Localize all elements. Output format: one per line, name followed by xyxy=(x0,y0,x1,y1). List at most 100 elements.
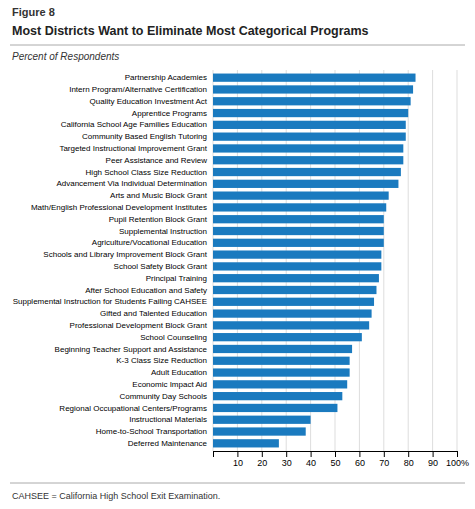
tick: 100% xyxy=(446,451,469,468)
bar xyxy=(213,298,374,306)
tick-mark xyxy=(384,451,385,457)
tick: Peer Assistance and Review xyxy=(106,156,213,165)
tick-mark xyxy=(213,451,214,457)
tick: High School Class Size Reduction xyxy=(86,168,213,177)
tick: Regional Occupational Centers/Programs xyxy=(59,404,213,413)
tick: Supplemental Instruction for Students Fa… xyxy=(13,297,213,306)
tick-label: 100% xyxy=(446,458,469,468)
separator xyxy=(10,483,465,484)
category-label: Partnership Academies xyxy=(125,73,207,82)
category-label: Professional Development Block Grant xyxy=(70,321,208,330)
tick: 10 xyxy=(233,451,243,468)
tick: Math/English Professional Development In… xyxy=(31,203,213,212)
grid-line xyxy=(457,70,458,451)
bar xyxy=(213,404,337,412)
tick-label: 20 xyxy=(257,458,267,468)
grid-line xyxy=(432,70,433,451)
category-label: Quality Education Investment Act xyxy=(90,97,208,106)
tick-mark xyxy=(359,451,360,457)
tick-label: 10 xyxy=(233,458,243,468)
category-label: Principal Training xyxy=(146,274,207,283)
tick: 50 xyxy=(330,451,340,468)
tick: 20 xyxy=(257,451,267,468)
title: Most Districts Want to Eliminate Most Ca… xyxy=(12,24,369,38)
tick: Home-to-School Transportation xyxy=(96,427,213,436)
category-label: Schools and Library Improvement Block Gr… xyxy=(43,250,207,259)
category-label: Supplemental Instruction for Students Fa… xyxy=(13,297,207,306)
category-label: Targeted Instructional Improvement Grant xyxy=(59,144,207,153)
tick: Agriculture/Vocational Education xyxy=(92,238,213,247)
category-label: Gifted and Talented Education xyxy=(100,309,207,318)
tick: Supplemental Instruction xyxy=(119,227,213,236)
grid xyxy=(213,70,457,451)
bar xyxy=(213,357,350,365)
bar xyxy=(213,416,311,424)
tick: K-3 Class Size Reduction xyxy=(116,356,213,365)
bar xyxy=(213,203,386,211)
category-label: After School Education and Safety xyxy=(85,286,207,295)
tick-label: 30 xyxy=(282,458,292,468)
tick-mark xyxy=(237,451,238,457)
bar xyxy=(213,156,403,164)
bar xyxy=(213,427,306,435)
bar xyxy=(213,380,347,388)
category-label: Supplemental Instruction xyxy=(119,227,207,236)
tick: Principal Training xyxy=(146,274,213,283)
tick-label: 80 xyxy=(404,458,414,468)
tick: Community Based English Tutoring xyxy=(82,132,213,141)
category-label: Apprentice Programs xyxy=(132,109,207,118)
bar xyxy=(213,274,379,282)
separator xyxy=(10,45,465,46)
grid-line xyxy=(408,70,409,451)
category-label: Community Day Schools xyxy=(119,392,207,401)
bar xyxy=(213,368,350,376)
category-label: Economic Impact Aid xyxy=(132,380,207,389)
tick: Deferred Maintenance xyxy=(128,439,213,448)
tick xyxy=(213,451,214,457)
bar xyxy=(213,180,398,188)
tick-label: 40 xyxy=(306,458,316,468)
bar xyxy=(213,309,372,317)
tick: Arts and Music Block Grant xyxy=(110,191,213,200)
category-label: Pupil Retention Block Grant xyxy=(109,215,208,224)
bar xyxy=(213,74,416,82)
tick: Apprentice Programs xyxy=(132,109,213,118)
bar xyxy=(213,85,413,93)
category-label: Arts and Music Block Grant xyxy=(110,191,208,200)
bar xyxy=(213,262,381,270)
tick: Adult Education xyxy=(151,368,213,377)
tick: Instructional Materials xyxy=(129,415,213,424)
category-label: Agriculture/Vocational Education xyxy=(92,238,207,247)
bar xyxy=(213,239,384,247)
bar xyxy=(213,286,376,294)
tick: Advancement Via Individual Determination xyxy=(56,179,213,188)
tick: 80 xyxy=(404,451,414,468)
figure-label: Figure 8 xyxy=(12,6,55,18)
tick-label: 60 xyxy=(355,458,365,468)
tick-mark xyxy=(408,451,409,457)
tick: Partnership Academies xyxy=(125,73,213,82)
category-label: Beginning Teacher Support and Assistance xyxy=(55,345,208,354)
tick: Quality Education Investment Act xyxy=(90,97,213,106)
bar xyxy=(213,144,403,152)
tick-mark xyxy=(311,451,312,457)
category-label: Regional Occupational Centers/Programs xyxy=(59,404,207,413)
tick-label: 50 xyxy=(330,458,340,468)
bar xyxy=(213,227,384,235)
bar xyxy=(213,133,406,141)
tick: 70 xyxy=(379,451,389,468)
bar xyxy=(213,97,411,105)
category-label: Deferred Maintenance xyxy=(128,439,208,448)
category-label: Adult Education xyxy=(151,368,207,377)
bars xyxy=(213,74,416,448)
bar xyxy=(213,191,389,199)
tick: Intern Program/Alternative Certification xyxy=(69,85,213,94)
tick-mark xyxy=(433,451,434,457)
category-label: Peer Assistance and Review xyxy=(106,156,208,165)
tick-label: 90 xyxy=(428,458,438,468)
category-label: Instructional Materials xyxy=(129,415,207,424)
footnote: CAHSEE = California High School Exit Exa… xyxy=(12,491,220,501)
category-label: K-3 Class Size Reduction xyxy=(116,356,207,365)
category-label: School Safety Block Grant xyxy=(114,262,208,271)
tick-mark xyxy=(262,451,263,457)
